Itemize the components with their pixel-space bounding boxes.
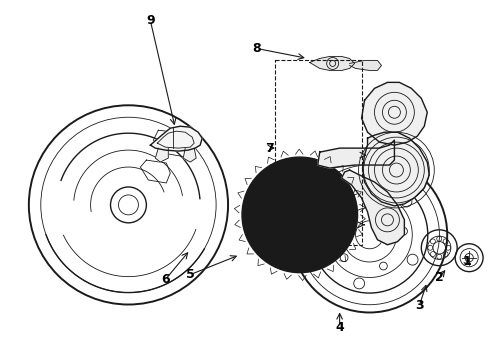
Text: 4: 4 <box>335 321 344 334</box>
Polygon shape <box>362 82 427 145</box>
Text: 8: 8 <box>253 42 261 55</box>
Polygon shape <box>363 132 429 206</box>
Polygon shape <box>342 170 404 245</box>
Text: 1: 1 <box>463 255 471 268</box>
Polygon shape <box>349 60 382 71</box>
Text: 9: 9 <box>146 14 155 27</box>
Text: 5: 5 <box>186 268 195 281</box>
Polygon shape <box>318 140 394 168</box>
Polygon shape <box>150 126 202 151</box>
Polygon shape <box>183 148 196 162</box>
Polygon shape <box>310 57 355 71</box>
Circle shape <box>242 157 358 273</box>
Text: 6: 6 <box>161 273 170 286</box>
Text: 2: 2 <box>435 271 443 284</box>
Text: 3: 3 <box>415 299 424 312</box>
Text: 7: 7 <box>266 141 274 155</box>
Polygon shape <box>155 148 168 162</box>
